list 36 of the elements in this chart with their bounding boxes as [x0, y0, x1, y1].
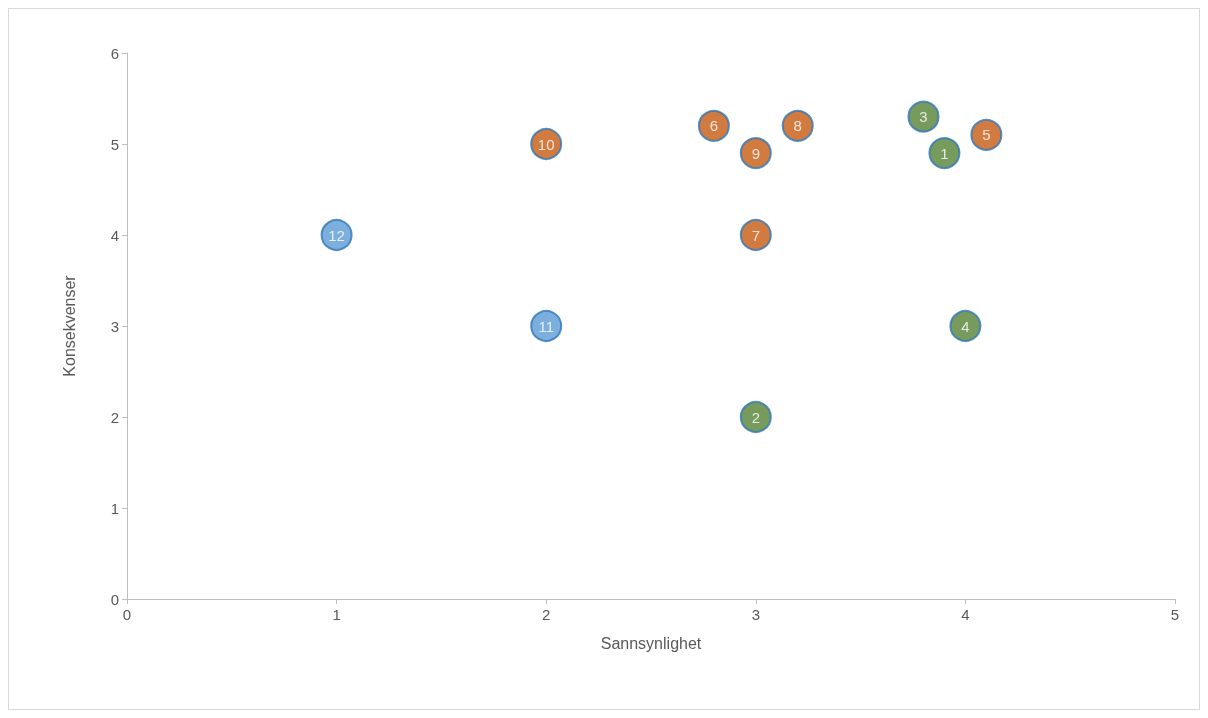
annotation: 6	[709, 117, 719, 135]
annotation: 10	[537, 135, 555, 153]
y-tick-label: 4	[110, 226, 119, 244]
x-tick-label: 2	[542, 606, 551, 623]
point	[739, 137, 772, 170]
annotation: 3	[919, 108, 928, 126]
y-axis-title: Konsekvenser	[60, 274, 78, 377]
point	[781, 109, 814, 142]
annotation: 5	[982, 126, 991, 144]
y-tick-label: 1	[110, 499, 119, 517]
annotation: 1	[940, 144, 949, 162]
x-tick-label: 4	[961, 606, 970, 623]
point	[970, 118, 1003, 151]
x-tick-label: 3	[751, 606, 760, 623]
y-tick-label: 3	[110, 317, 119, 335]
annotation: 7	[751, 226, 760, 244]
point	[928, 137, 961, 170]
x-axis-title: Sannsynlighet	[600, 634, 702, 652]
y-tick-label: 6	[110, 44, 119, 62]
annotation: 2	[751, 408, 760, 426]
x-tick-label: 1	[332, 606, 341, 623]
point	[739, 219, 772, 251]
y-tick-label: 0	[110, 590, 119, 608]
y-tick-label: 5	[110, 135, 119, 153]
annotation: 4	[961, 317, 970, 335]
point	[697, 109, 730, 142]
y-tick-label: 2	[110, 408, 119, 426]
point	[907, 100, 940, 133]
annotation: 8	[793, 117, 802, 135]
annotation: 12	[328, 226, 345, 244]
x-tick-label: 5	[1170, 606, 1180, 623]
point	[949, 310, 982, 342]
point	[739, 401, 772, 433]
annotation: 9	[751, 144, 760, 162]
x-tick-label: 0	[122, 606, 132, 623]
annotation: 11	[538, 317, 554, 335]
